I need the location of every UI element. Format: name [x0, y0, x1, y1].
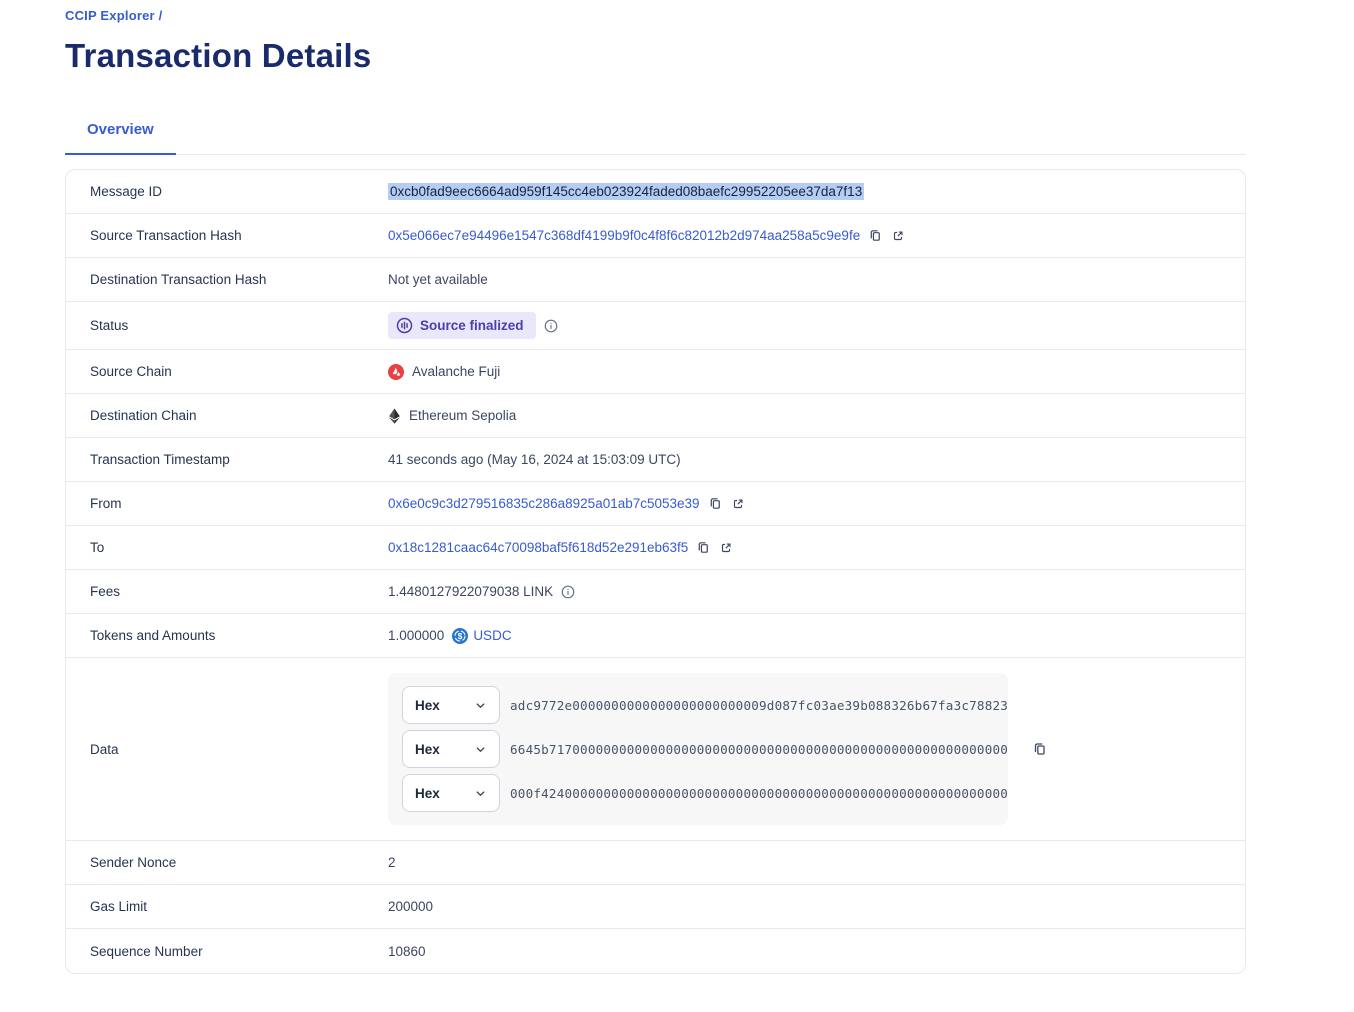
to-address-link[interactable]: 0x18c1281caac64c70098baf5f618d52e291eb63…	[388, 540, 689, 555]
status-label: Status	[90, 318, 129, 333]
row-source-tx-hash: Source Transaction Hash 0x5e066ec7e94496…	[66, 214, 1245, 258]
row-gas-limit: Gas Limit 200000	[66, 885, 1245, 929]
fees-value: 1.4480127922079038 LINK	[388, 584, 554, 599]
row-to: To 0x18c1281caac64c70098baf5f618d52e291e…	[66, 526, 1245, 570]
data-line: Hex adc9772e0000000000000000000000009d08…	[402, 686, 1008, 724]
row-data: Data Hex adc9772e00000000000000000000000…	[66, 658, 1245, 841]
data-label: Data	[90, 741, 119, 757]
tokens-label: Tokens and Amounts	[90, 628, 216, 643]
from-label: From	[90, 496, 122, 511]
source-chain-label: Source Chain	[90, 364, 172, 379]
token-symbol: USDC	[473, 628, 512, 643]
page-content: CCIP Explorer / Transaction Details Over…	[65, 8, 1246, 974]
sender-nonce-label: Sender Nonce	[90, 855, 177, 870]
copy-source-tx-hash-button[interactable]	[868, 228, 883, 243]
copy-from-address-button[interactable]	[708, 496, 723, 511]
row-sequence-number: Sequence Number 10860	[66, 929, 1245, 973]
fees-info-icon[interactable]	[561, 585, 575, 599]
fees-label: Fees	[90, 584, 121, 599]
svg-text:$: $	[458, 632, 463, 641]
chevron-down-icon	[474, 699, 487, 712]
status-info-icon[interactable]	[544, 319, 558, 333]
row-dest-chain: Destination Chain Ethereum Sepolia	[66, 394, 1245, 438]
row-message-id: Message ID 0xcb0fad9eec6664ad959f145cc4e…	[66, 170, 1245, 214]
from-address-link[interactable]: 0x6e0c9c3d279516835c286a8925a01ab7c5053e…	[388, 496, 700, 511]
sender-nonce-value: 2	[388, 855, 396, 870]
timestamp-value: 41 seconds ago (May 16, 2024 at 15:03:09…	[388, 452, 681, 467]
chevron-down-icon	[474, 743, 487, 756]
copy-icon	[708, 496, 723, 511]
source-tx-hash-label: Source Transaction Hash	[90, 228, 242, 243]
data-line: Hex 6645b7170000000000000000000000000000…	[402, 730, 1008, 768]
external-link-icon	[719, 541, 733, 555]
gas-limit-value: 200000	[388, 899, 434, 914]
dest-chain-label: Destination Chain	[90, 408, 197, 423]
data-format-value: Hex	[415, 697, 440, 713]
data-format-select-2[interactable]: Hex	[402, 730, 500, 768]
dest-chain-value: Ethereum Sepolia	[409, 408, 517, 423]
data-format-value: Hex	[415, 785, 440, 801]
data-hex-box: Hex adc9772e0000000000000000000000009d08…	[388, 673, 1008, 825]
dest-tx-hash-label: Destination Transaction Hash	[90, 272, 267, 287]
copy-to-address-button[interactable]	[696, 540, 711, 555]
open-to-address-button[interactable]	[719, 541, 733, 555]
row-source-chain: Source Chain Avalanche Fuji	[66, 350, 1245, 394]
copy-icon	[868, 228, 883, 243]
external-link-icon	[891, 229, 905, 243]
data-hex-value: adc9772e0000000000000000000000009d087fc0…	[510, 697, 1009, 713]
to-label: To	[90, 540, 105, 555]
chevron-down-icon	[474, 787, 487, 800]
copy-icon	[1032, 741, 1048, 757]
tab-bar: Overview	[65, 121, 1246, 155]
status-badge-label: Source finalized	[420, 318, 524, 333]
row-sender-nonce: Sender Nonce 2	[66, 841, 1245, 885]
tab-overview[interactable]: Overview	[65, 121, 176, 155]
data-format-select-1[interactable]: Hex	[402, 686, 500, 724]
usdc-icon: $	[452, 627, 469, 644]
copy-data-button[interactable]	[1032, 741, 1048, 757]
timestamp-label: Transaction Timestamp	[90, 452, 230, 467]
open-source-tx-hash-button[interactable]	[891, 229, 905, 243]
page-title: Transaction Details	[65, 37, 372, 74]
source-tx-hash-link[interactable]: 0x5e066ec7e94496e1547c368df4199b9f0c4f8f…	[388, 228, 861, 243]
copy-icon	[696, 540, 711, 555]
row-tokens-and-amounts: Tokens and Amounts 1.000000 $ USDC	[66, 614, 1245, 658]
row-fees: Fees 1.4480127922079038 LINK	[66, 570, 1245, 614]
row-timestamp: Transaction Timestamp 41 seconds ago (Ma…	[66, 438, 1245, 482]
row-status: Status Source finalized	[66, 302, 1245, 350]
open-from-address-button[interactable]	[731, 497, 745, 511]
source-chain-value: Avalanche Fuji	[412, 364, 501, 379]
data-hex-value: 6645b71700000000000000000000000000000000…	[510, 741, 1009, 757]
gas-limit-label: Gas Limit	[90, 899, 148, 914]
breadcrumb-separator: /	[154, 8, 163, 23]
status-progress-icon	[396, 317, 413, 334]
data-format-value: Hex	[415, 741, 440, 757]
token-link[interactable]: $ USDC	[452, 627, 512, 644]
ethereum-icon	[388, 408, 401, 424]
data-format-select-3[interactable]: Hex	[402, 774, 500, 812]
avalanche-icon	[388, 363, 404, 380]
transaction-details-table: Message ID 0xcb0fad9eec6664ad959f145cc4e…	[65, 169, 1246, 974]
data-line: Hex 000f42400000000000000000000000000000…	[402, 774, 1008, 812]
status-badge: Source finalized	[388, 312, 536, 339]
message-id-label: Message ID	[90, 184, 163, 199]
breadcrumb: CCIP Explorer /	[65, 8, 1246, 23]
sequence-number-value: 10860	[388, 943, 426, 959]
dest-tx-hash-value: Not yet available	[388, 272, 488, 287]
message-id-value: 0xcb0fad9eec6664ad959f145cc4eb023924fade…	[388, 183, 865, 200]
row-dest-tx-hash: Destination Transaction Hash Not yet ava…	[66, 258, 1245, 302]
external-link-icon	[731, 497, 745, 511]
breadcrumb-link-ccip-explorer[interactable]: CCIP Explorer	[65, 8, 155, 23]
sequence-number-label: Sequence Number	[90, 943, 203, 959]
data-hex-value: 000f424000000000000000000000000000000000…	[510, 785, 1009, 801]
row-from: From 0x6e0c9c3d279516835c286a8925a01ab7c…	[66, 482, 1245, 526]
token-amount-value: 1.000000	[388, 628, 445, 643]
